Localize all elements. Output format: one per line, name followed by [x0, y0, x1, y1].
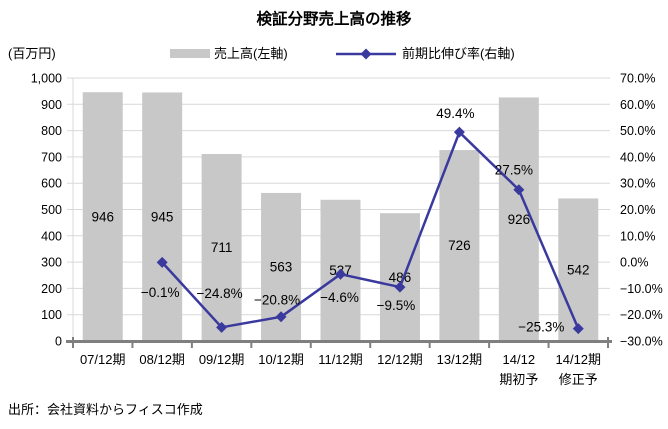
bar-value-label: 926 — [508, 212, 531, 227]
bar-value-label: 945 — [151, 209, 174, 224]
bar-value-label: 726 — [448, 238, 471, 253]
y-tick-label-left: 800 — [41, 124, 62, 138]
y-tick-label-left: 0 — [55, 335, 62, 349]
y-tick-label-left: 200 — [41, 282, 62, 296]
y-tick-label-right: 50.0% — [620, 124, 655, 138]
x-category-label: 09/12期 — [199, 352, 245, 367]
bar — [201, 154, 242, 341]
x-category-label: 13/12期 — [437, 352, 483, 367]
growth-value-label: −20.8% — [254, 293, 300, 308]
growth-marker-diamond-icon — [453, 126, 465, 138]
left-axis-unit-label: (百万円) — [8, 46, 56, 61]
x-axis-line — [66, 340, 612, 343]
growth-value-label: −24.8% — [197, 286, 243, 301]
y-tick-label-left: 100 — [41, 308, 62, 322]
y-tick-label-left: 400 — [41, 229, 62, 243]
y-tick-label-right: 10.0% — [620, 229, 655, 243]
bar — [558, 198, 599, 341]
y-tick-label-right: 0.0% — [620, 256, 649, 270]
x-category-label: 12/12期 — [377, 352, 423, 367]
source-note: 出所：会社資料からフィスコ作成 — [8, 402, 203, 417]
growth-value-label: 49.4% — [436, 106, 474, 121]
growth-value-label: −0.1% — [141, 285, 180, 300]
growth-marker-diamond-icon — [394, 281, 406, 293]
bar — [82, 92, 123, 342]
growth-value-label: −4.6% — [320, 290, 359, 305]
growth-line — [161, 130, 580, 330]
growth-marker-diamond-icon — [275, 311, 287, 323]
bar — [142, 92, 183, 341]
y-tick-label-left: 900 — [41, 98, 62, 112]
growth-marker-diamond-icon — [335, 268, 346, 280]
x-category-label: 修正予 — [559, 372, 598, 387]
x-category-label: 07/12期 — [80, 352, 126, 367]
growth-marker-diamond-icon — [513, 184, 525, 196]
legend: 売上高(左軸) 前期比伸び率(右軸) — [170, 46, 515, 61]
y-tick-label-left: 600 — [41, 177, 62, 191]
growth-marker-diamond-icon — [572, 323, 584, 335]
legend-label-growth: 前期比伸び率(右軸) — [402, 46, 515, 61]
y-tick-label-left: 1,000 — [31, 72, 62, 86]
legend-label-sales: 売上高(左軸) — [214, 46, 288, 61]
y-tick-label-right: 70.0% — [620, 72, 655, 86]
bar — [439, 150, 480, 341]
y-tick-label-left: 300 — [41, 256, 62, 270]
plot-area: 0 −30.0% 100 −20.0% 200 −10.0% 300 0.0% 400 10.0%… — [31, 72, 663, 388]
bar — [379, 213, 420, 341]
y-tick-label-right: −20.0% — [620, 308, 663, 322]
bar-value-label: 711 — [211, 240, 233, 255]
y-tick-label-right: −30.0% — [620, 335, 663, 349]
growth-value-label: −25.3% — [518, 319, 564, 334]
growth-value-label: −9.5% — [377, 298, 416, 313]
growth-value-label: 27.5% — [495, 162, 533, 177]
y-tick-label-right: 60.0% — [620, 98, 655, 112]
x-category-label: 08/12期 — [139, 352, 185, 367]
legend-bar-swatch — [170, 49, 210, 58]
x-category-label: 14/12期 — [556, 352, 602, 367]
x-category-label: 14/12 — [503, 352, 536, 367]
y-tick-label-right: −10.0% — [620, 282, 663, 296]
y-tick-label-left: 500 — [41, 203, 62, 217]
y-tick-label-right: 40.0% — [620, 150, 655, 164]
bar-value-label: 563 — [270, 260, 293, 275]
growth-marker-diamond-icon — [216, 321, 228, 333]
chart-title: 検証分野売上高の推移 — [256, 9, 412, 28]
legend-diamond-marker-icon — [360, 48, 372, 60]
bar-value-label: 542 — [567, 262, 590, 277]
y-tick-label-right: 30.0% — [620, 177, 655, 191]
y-tick-label-right: 20.0% — [620, 203, 655, 217]
x-category-label: 期初予 — [499, 372, 538, 387]
x-category-label: 11/12期 — [318, 352, 363, 367]
y-tick-label-left: 700 — [41, 150, 62, 164]
x-category-label: 10/12期 — [258, 352, 304, 367]
growth-marker-diamond-icon — [156, 256, 168, 268]
bar-value-label: 946 — [91, 209, 114, 224]
